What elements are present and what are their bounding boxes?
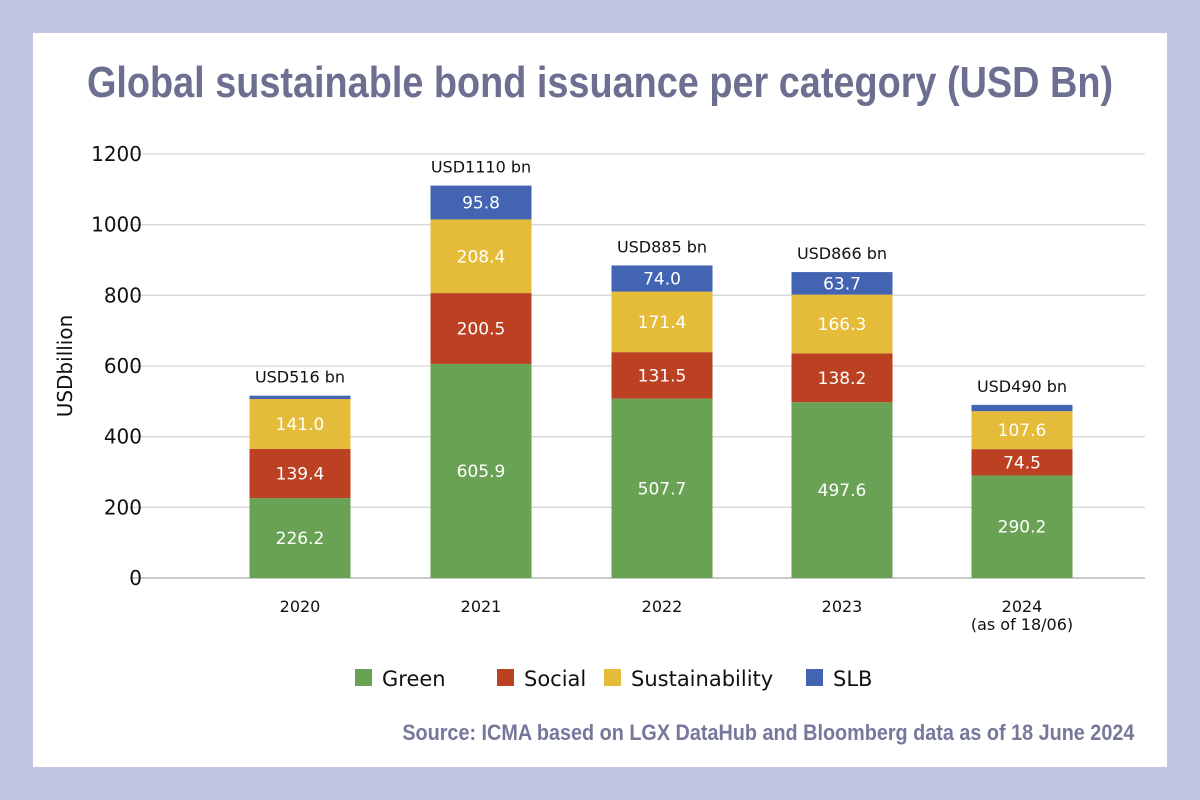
bar-segment-slb: [791, 272, 893, 295]
bar-value-label: 171.4: [638, 313, 687, 333]
legend-swatch-social: [497, 669, 514, 686]
x-tick-label: 2022: [642, 597, 683, 616]
bar-value-label: 226.2: [276, 529, 325, 549]
legend-swatch-green: [355, 669, 372, 686]
bar-segment-social: [791, 353, 893, 403]
bar-segment-green: [249, 498, 351, 578]
source-note: Source: ICMA based on LGX DataHub and Bl…: [401, 720, 1134, 745]
chart-title: Global sustainable bond issuance per cat…: [86, 58, 1114, 107]
bar-segment-slb: [611, 265, 713, 292]
y-tick-label: 1200: [91, 142, 142, 166]
bar-value-label: 497.6: [818, 481, 867, 501]
y-tick-label: 1000: [91, 213, 142, 237]
bar-segment-green: [971, 475, 1073, 578]
bar-segment-green: [791, 402, 893, 578]
bar-value-label: 74.5: [1003, 453, 1041, 473]
legend-label: Social: [524, 667, 586, 691]
bar-total-label: USD1110 bn: [431, 158, 531, 177]
y-axis-title: USDbillion: [53, 315, 77, 418]
bar-segment-social: [971, 449, 1073, 476]
bar-value-label: 107.6: [998, 421, 1047, 441]
bar-value-label: 200.5: [457, 319, 506, 339]
bar-segment-slb: [249, 395, 351, 400]
bar-value-label: 95.8: [462, 194, 500, 214]
bar-value-label: 141.0: [276, 415, 325, 435]
legend-swatch-sustainability: [604, 669, 621, 686]
x-tick-label: (as of 18/06): [971, 615, 1073, 634]
y-tick-label: 0: [129, 566, 142, 590]
bar-value-label: 605.9: [457, 462, 506, 482]
bar-segment-sustainability: [971, 411, 1073, 450]
x-tick-label: 2024: [1002, 597, 1043, 616]
bar-value-label: 208.4: [457, 247, 506, 267]
y-tick-label: 600: [104, 354, 142, 378]
bar-value-label: 138.2: [818, 369, 867, 389]
legend-label: SLB: [833, 667, 872, 691]
x-tick-label: 2020: [280, 597, 321, 616]
bar-total-label: USD516 bn: [255, 368, 345, 387]
legend-label: Green: [382, 667, 446, 691]
bar-total-label: USD490 bn: [977, 377, 1067, 396]
chart-panel: [33, 33, 1167, 767]
y-tick-label: 800: [104, 283, 142, 307]
bar-value-label: 507.7: [638, 479, 687, 499]
legend-label: Sustainability: [631, 667, 773, 691]
legend-swatch-slb: [806, 669, 823, 686]
bar-segment-sustainability: [249, 399, 351, 449]
bar-segment-sustainability: [611, 291, 713, 353]
x-tick-label: 2023: [822, 597, 863, 616]
bar-segment-slb: [430, 185, 532, 220]
bar-total-label: USD885 bn: [617, 237, 707, 256]
bar-value-label: 74.0: [643, 270, 681, 290]
bar-value-label: 166.3: [818, 315, 867, 335]
bar-total-label: USD866 bn: [797, 244, 887, 263]
bar-segment-slb: [971, 404, 1073, 412]
bar-segment-social: [430, 293, 532, 364]
bar-segment-sustainability: [430, 219, 532, 294]
bar-segment-green: [611, 398, 713, 578]
bar-value-label: 290.2: [998, 518, 1047, 538]
bar-segment-sustainability: [791, 294, 893, 354]
bar-value-label: 139.4: [276, 464, 325, 484]
bar-value-label: 63.7: [823, 274, 861, 294]
bar-segment-green: [430, 363, 532, 578]
bar-value-label: 131.5: [638, 366, 687, 386]
bar-segment-social: [249, 448, 351, 499]
y-tick-label: 400: [104, 425, 142, 449]
x-tick-label: 2021: [461, 597, 502, 616]
y-tick-label: 200: [104, 495, 142, 519]
bar-segment-social: [611, 352, 713, 399]
